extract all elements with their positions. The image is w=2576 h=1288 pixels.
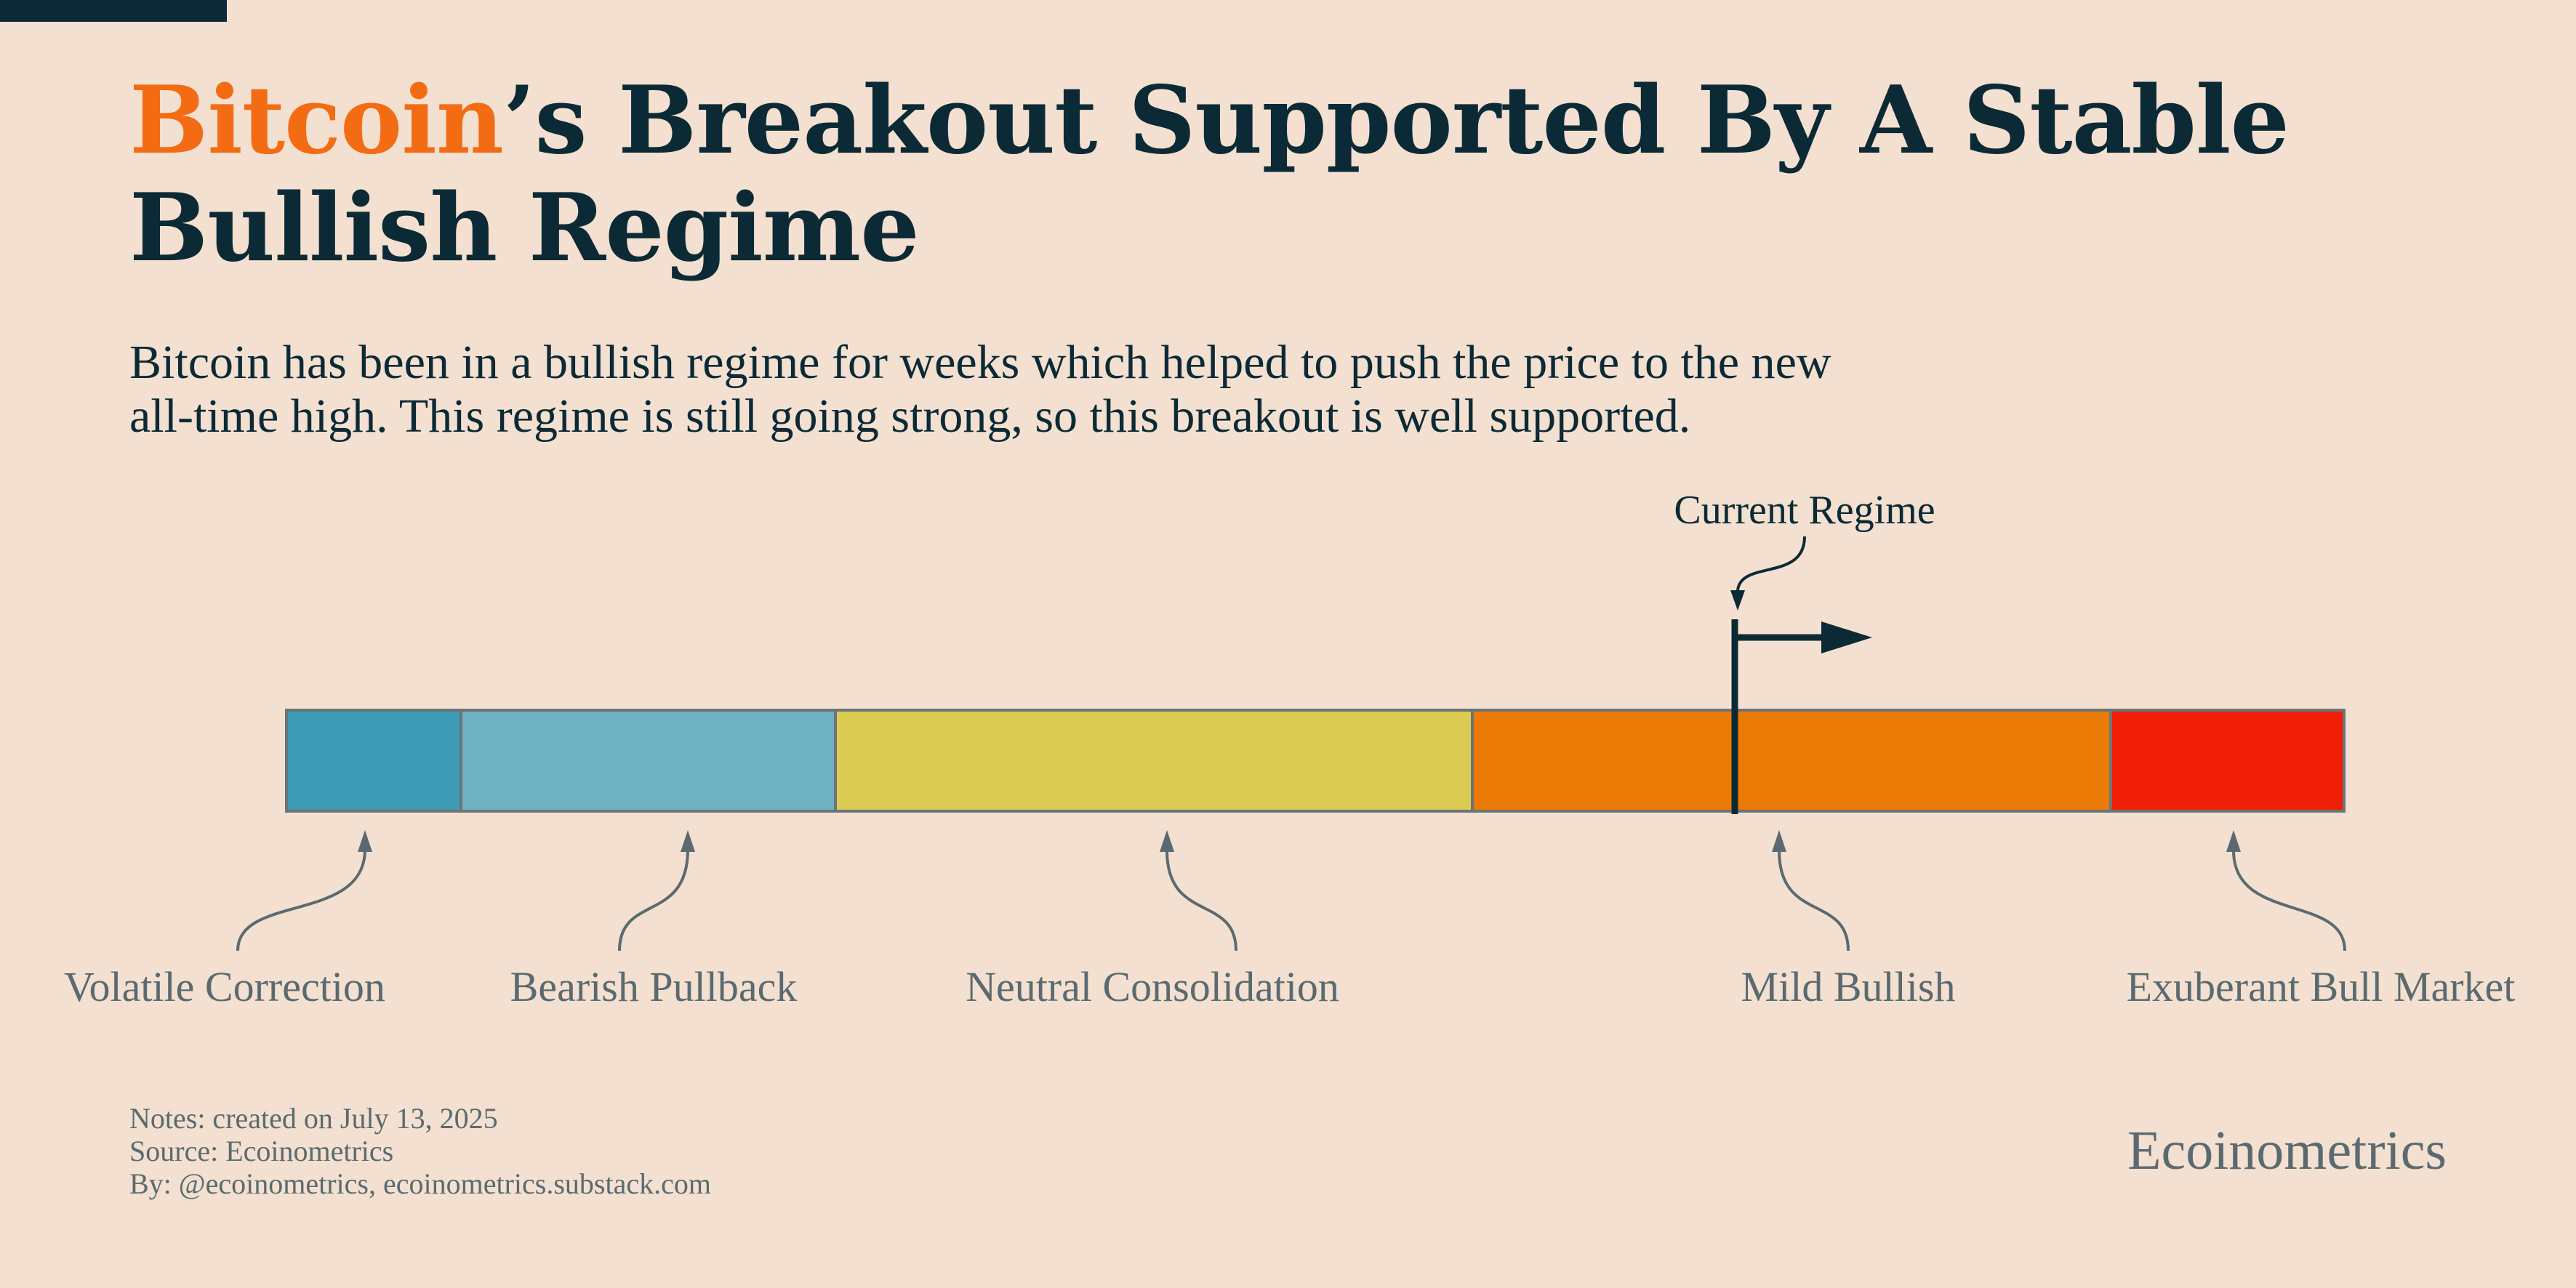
page-title: Bitcoin’s Breakout Supported By A Stable…	[129, 67, 2383, 282]
label-volatile-correction: Volatile Correction	[64, 963, 385, 1010]
current-regime-arrowhead	[1730, 590, 1745, 611]
label-bearish-pullback: Bearish Pullback	[510, 963, 798, 1010]
segment-exuberant-bull-market	[2109, 709, 2346, 813]
footnotes: Notes: created on July 13, 2025 Source: …	[129, 1102, 711, 1200]
notes-source: Source: Ecoinometrics	[129, 1135, 394, 1167]
segment-volatile-correction	[285, 709, 462, 813]
segment-mild-bullish	[1471, 709, 2112, 813]
segment-neutral-consolidation	[834, 709, 1474, 813]
subtitle-line1: Bitcoin has been in a bullish regime for…	[129, 336, 1831, 389]
connector-exuberant-bull-market	[2226, 830, 2346, 951]
connector-bearish-pullback	[618, 830, 695, 951]
label-connectors	[236, 830, 2346, 951]
subtitle: Bitcoin has been in a bullish regime for…	[129, 336, 2165, 443]
current-regime-callout: Current Regime	[1674, 488, 1935, 611]
title-accent: Bitcoin	[129, 66, 504, 175]
label-neutral-consolidation: Neutral Consolidation	[966, 963, 1339, 1010]
regime-bar	[285, 709, 2346, 813]
connector-volatile-correction	[236, 830, 372, 951]
current-regime-connector	[1736, 536, 1806, 591]
connector-mild-bullish	[1772, 830, 1850, 951]
connector-neutral-consolidation	[1160, 830, 1237, 951]
flag-arrow-head	[1821, 621, 1872, 653]
title-line1: ’s Breakout Supported By A Stable	[502, 66, 2290, 175]
title-line2: Bullish Regime	[129, 174, 920, 283]
corner-accent-bar	[0, 0, 227, 22]
regime-labels: Volatile Correction Bearish Pullback Neu…	[64, 963, 2515, 1010]
notes-created: Notes: created on July 13, 2025	[129, 1102, 498, 1135]
segment-bearish-pullback	[460, 709, 837, 813]
subtitle-line2: all-time high. This regime is still goin…	[129, 390, 1691, 443]
notes-byline: By: @ecoinometrics, ecoinometrics.substa…	[129, 1167, 711, 1200]
current-regime-label: Current Regime	[1674, 488, 1935, 533]
brand-logo-text: Ecoinometrics	[2127, 1120, 2447, 1181]
label-mild-bullish: Mild Bullish	[1741, 963, 1956, 1010]
label-exuberant-bull-market: Exuberant Bull Market	[2127, 963, 2516, 1010]
current-regime-flag	[1731, 619, 1872, 814]
